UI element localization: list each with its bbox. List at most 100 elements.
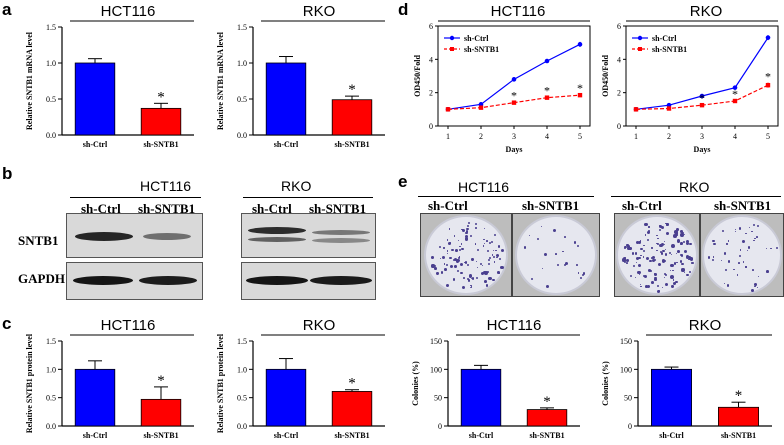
x-axis-label: Days (694, 145, 711, 154)
colony-col-ctrl-rko: sh-Ctrl (622, 198, 662, 213)
colony-dot (452, 259, 455, 262)
colony-dot (491, 254, 494, 256)
y-tick-label: 1.0 (237, 365, 247, 374)
colony-dot (639, 254, 642, 257)
colony-dot (490, 241, 493, 244)
colony-dot (480, 272, 484, 276)
bar (74, 62, 116, 136)
colony-dot (656, 289, 661, 294)
colony-dot (523, 246, 527, 249)
colony-dot (663, 273, 666, 276)
colony-dot (456, 258, 461, 263)
colony-dot (577, 271, 580, 274)
colony-dot (563, 264, 566, 267)
colony-dot (541, 267, 544, 270)
colony-dot (654, 273, 658, 276)
culture-dish (424, 215, 508, 295)
colony-dot (642, 256, 645, 259)
x-tick-label: sh-Ctrl (659, 431, 684, 440)
y-tick-label: 0 (617, 122, 621, 131)
colony-dot (449, 265, 453, 269)
colony-dot (656, 249, 658, 252)
colony-dot (637, 271, 641, 275)
colony-dot (742, 261, 745, 263)
y-tick-label: 1.0 (237, 59, 247, 68)
chart-mrna-rko: RKO 0.0 0.5 1.0 1.5 Relative SNTB1 mRNA level… (216, 3, 385, 149)
blot-title-rko: RKO (281, 178, 312, 194)
significance-mark: * (765, 70, 771, 84)
colony-dot (660, 226, 664, 230)
colony-dot (662, 249, 665, 253)
data-point (699, 102, 705, 108)
panel-letter-c: c (2, 314, 12, 333)
y-tick-label: 150 (620, 337, 632, 346)
colony-dot (687, 255, 691, 259)
colony-dot (733, 268, 735, 271)
blot-col-ctrl-hct116: sh-Ctrl (81, 201, 121, 216)
legend-marker (638, 47, 642, 51)
colony-dot (556, 264, 559, 266)
x-tick-label: sh-Ctrl (83, 431, 108, 440)
colony-dot (685, 240, 689, 244)
colony-dot (665, 222, 667, 224)
colony-dot (444, 268, 447, 271)
colony-dot (498, 272, 500, 275)
colony-dot (459, 245, 461, 248)
colony-dot (476, 249, 479, 252)
colony-dot (462, 285, 466, 290)
y-tick-label: 1.0 (46, 59, 56, 68)
colony-dot (626, 246, 631, 251)
colony-dot (482, 245, 484, 247)
colony-dot (464, 261, 468, 264)
colony-dot (443, 263, 446, 265)
colony-dot (753, 283, 757, 286)
colony-dot (461, 247, 464, 250)
colony-dot (657, 263, 661, 267)
colony-dot (459, 248, 462, 251)
colony-dot (765, 269, 769, 273)
data-point (445, 107, 451, 112)
colony-dot (648, 268, 651, 272)
colony-dot (713, 243, 716, 246)
y-tick-label: 1.5 (237, 337, 247, 346)
colony-dot (644, 234, 647, 237)
x-tick-label: sh-Ctrl (274, 140, 299, 149)
significance-mark: * (732, 87, 738, 101)
colony-dot (688, 242, 692, 246)
colony-dot (664, 248, 667, 251)
colony-dot (680, 233, 684, 237)
bar (718, 406, 760, 427)
colony-dot (666, 223, 669, 226)
colony-dot (640, 285, 642, 288)
blot-band (248, 237, 306, 242)
chart-protein-rko: RKO 0.0 0.5 1.0 1.5 Relative SNTB1 protein le… (216, 317, 385, 440)
colony-dot (623, 261, 626, 264)
colony-dot (644, 223, 648, 227)
colony-dot (664, 273, 667, 276)
colony-dot (653, 277, 657, 281)
y-tick-label: 0.5 (46, 95, 56, 104)
colony-dot (691, 261, 695, 265)
colony-dot (438, 246, 441, 249)
colony-dot (659, 224, 661, 227)
colony-dot (479, 263, 482, 266)
colony-dot (639, 283, 642, 286)
y-tick-label: 50 (434, 394, 442, 403)
colony-dot (433, 264, 437, 268)
x-axis-label: Days (506, 145, 523, 154)
colony-dot (475, 260, 478, 263)
colony-dot (482, 270, 486, 274)
significance-mark: * (699, 91, 705, 105)
colony-dot (660, 250, 663, 254)
y-tick-label: 150 (430, 337, 442, 346)
colony-col-ctrl-hct116: sh-Ctrl (428, 198, 468, 213)
colony-dot (765, 247, 767, 250)
chart-mrna-hct116: HCT116 0.0 0.5 1.0 1.5 Relative SNTB1 mRNA le… (25, 3, 194, 149)
bar (331, 391, 373, 427)
y-tick-label: 0.5 (237, 394, 247, 403)
colony-dot (447, 242, 451, 246)
colony-dot (672, 269, 674, 271)
colony-dot (749, 227, 751, 229)
colony-dot (654, 276, 657, 279)
colony-image-hct116-ctrl (420, 213, 512, 297)
